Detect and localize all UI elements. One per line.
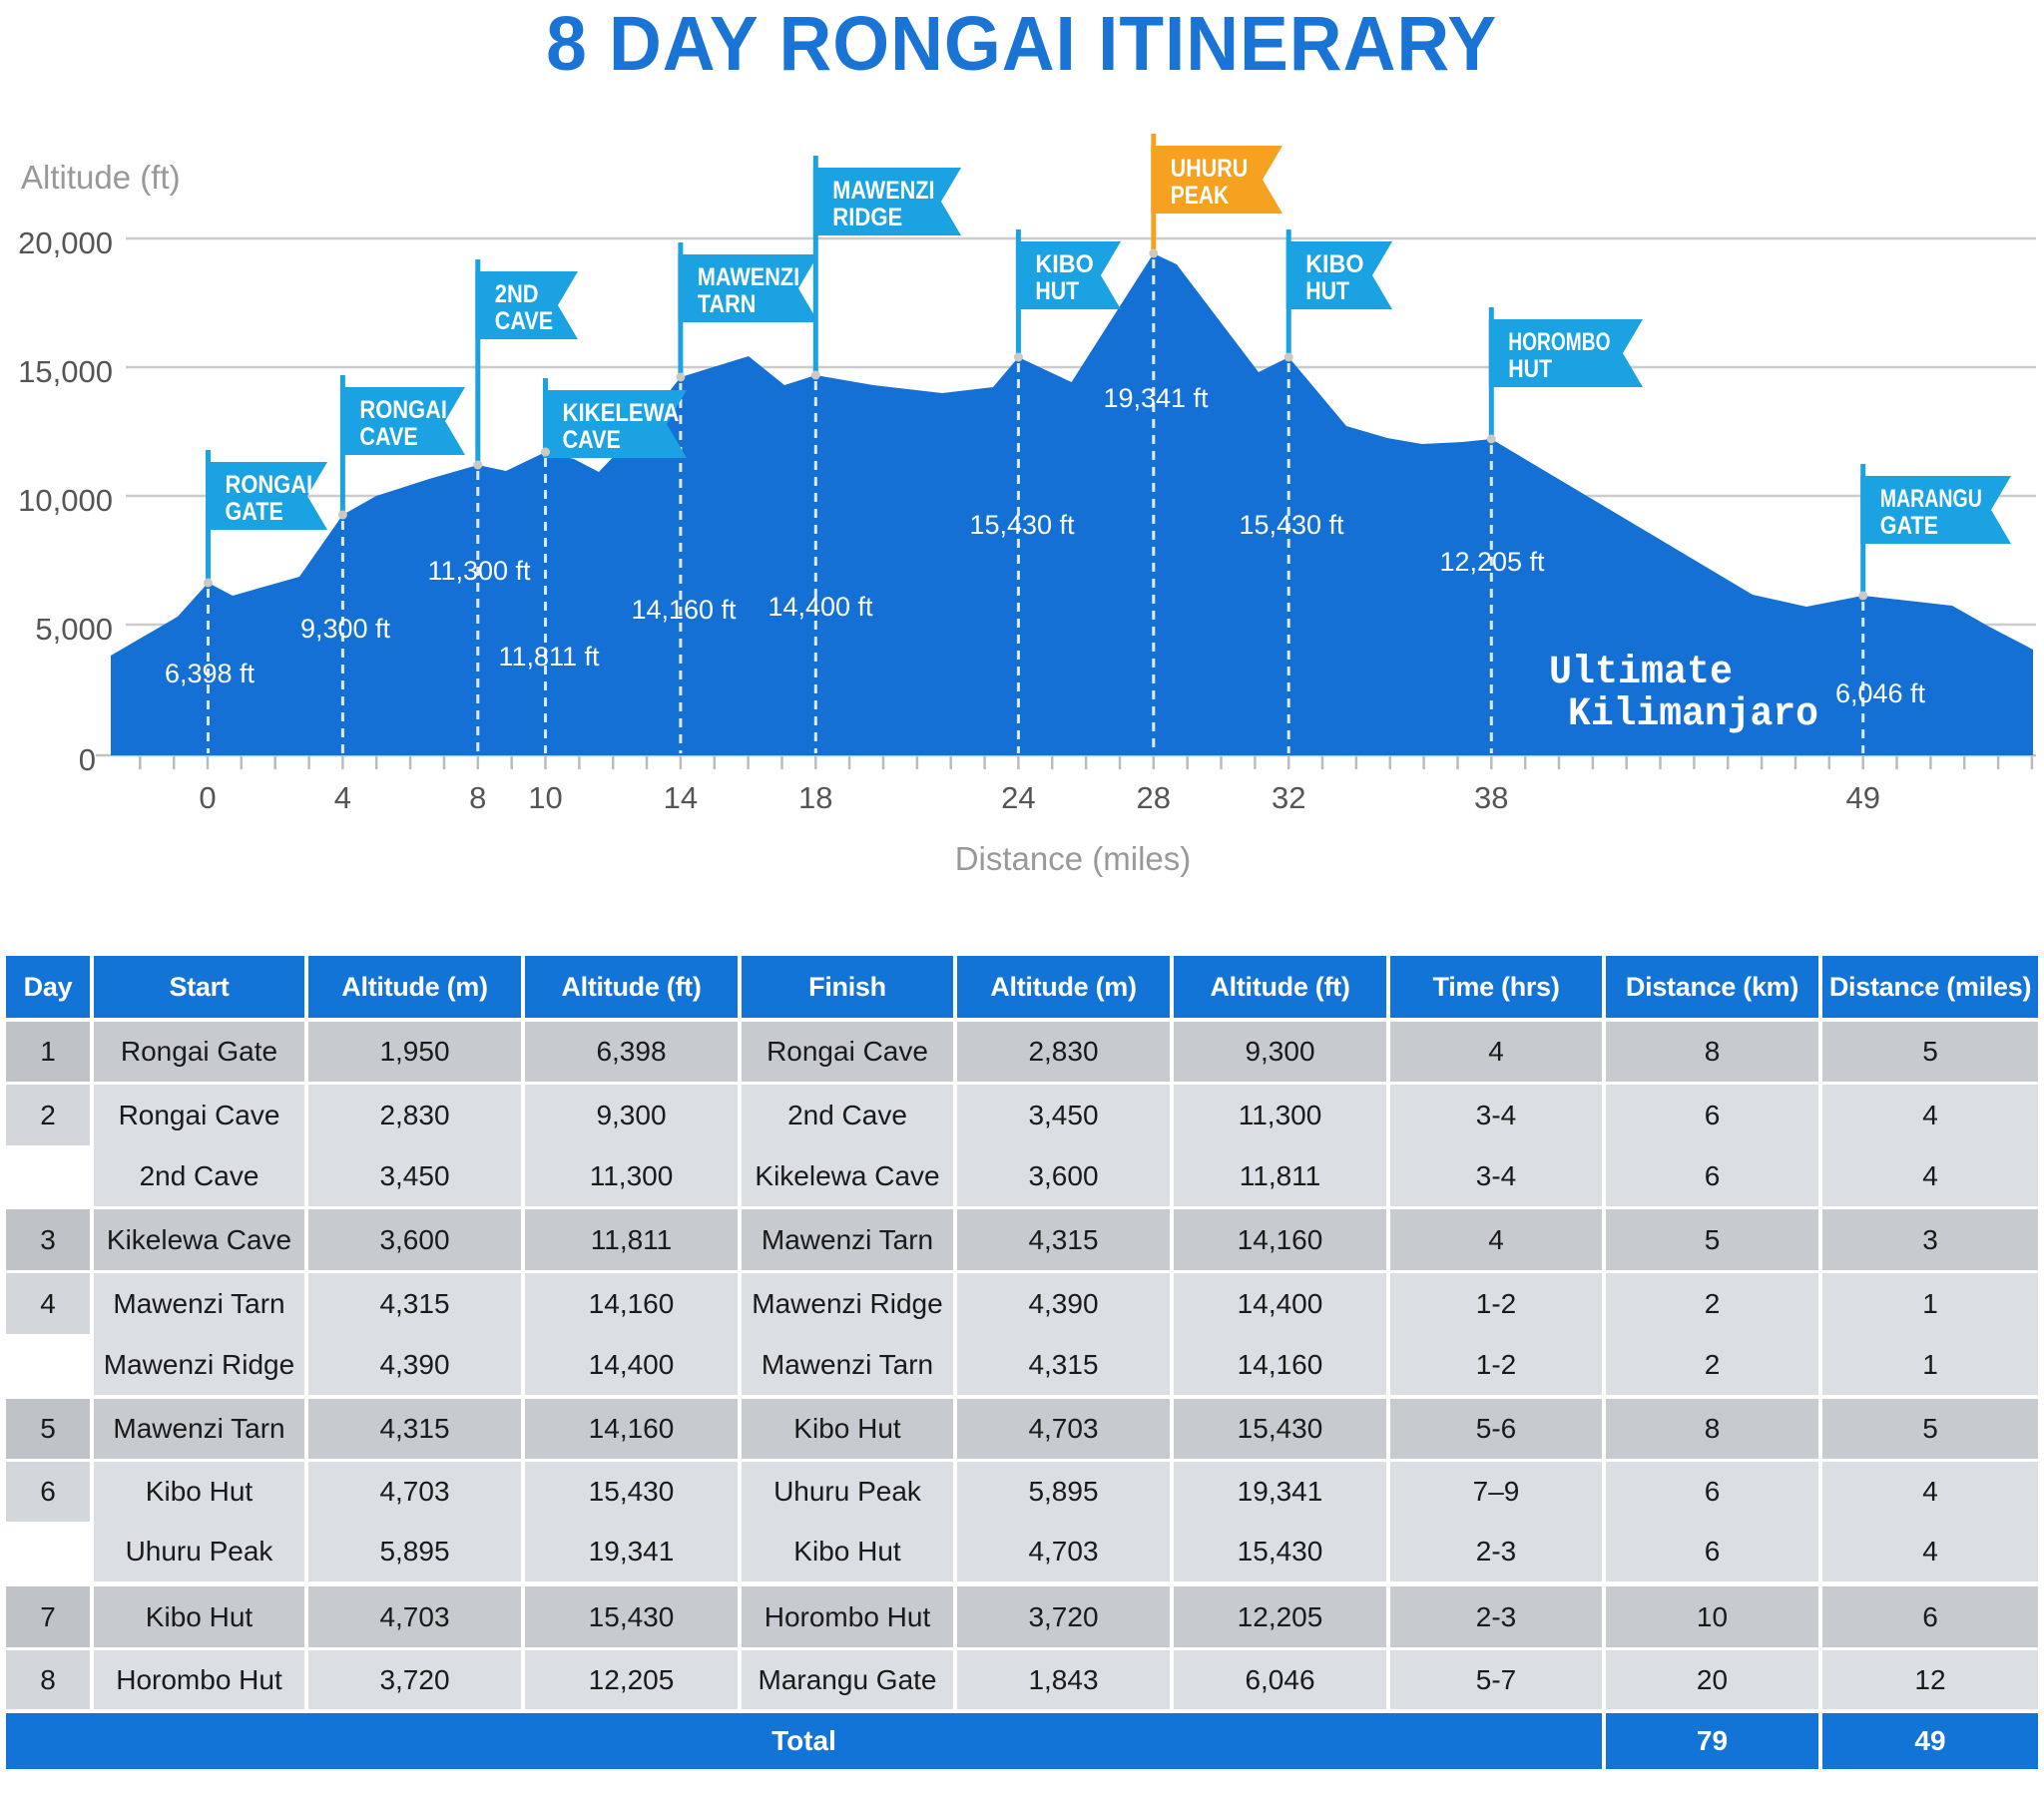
svg-text:MARANGU: MARANGU (1880, 485, 1982, 513)
svg-text:0: 0 (79, 742, 96, 777)
svg-text:Distance (miles): Distance (miles) (955, 840, 1192, 877)
svg-text:49: 49 (1845, 780, 1879, 815)
svg-text:10,000: 10,000 (18, 483, 113, 518)
svg-text:24: 24 (1001, 780, 1035, 815)
svg-text:12,205 ft: 12,205 ft (1439, 547, 1545, 577)
svg-text:RIDGE: RIDGE (832, 204, 902, 231)
svg-text:GATE: GATE (1880, 512, 1938, 540)
svg-text:32: 32 (1272, 780, 1305, 815)
svg-text:19,341 ft: 19,341 ft (1103, 383, 1209, 413)
svg-text:14,160 ft: 14,160 ft (631, 595, 737, 625)
svg-text:15,430 ft: 15,430 ft (969, 510, 1075, 540)
svg-text:15,000: 15,000 (18, 354, 113, 389)
svg-text:MAWENZI: MAWENZI (698, 263, 799, 291)
svg-text:HUT: HUT (1035, 277, 1079, 305)
svg-text:5,000: 5,000 (35, 612, 113, 647)
svg-text:Ultimate: Ultimate (1549, 651, 1733, 695)
svg-text:GATE: GATE (226, 498, 283, 526)
svg-text:KIBO: KIBO (1035, 250, 1093, 278)
svg-text:KIBO: KIBO (1305, 250, 1363, 278)
svg-text:11,300 ft: 11,300 ft (427, 556, 531, 586)
svg-text:TARN: TARN (698, 290, 756, 318)
svg-text:4: 4 (334, 780, 351, 815)
svg-text:18: 18 (798, 780, 832, 815)
svg-text:RONGAI: RONGAI (226, 471, 313, 499)
svg-text:KIKELEWA: KIKELEWA (563, 399, 680, 427)
svg-text:6,398 ft: 6,398 ft (165, 659, 256, 688)
svg-text:CAVE: CAVE (495, 307, 553, 335)
svg-text:10: 10 (528, 780, 562, 815)
svg-text:HUT: HUT (1508, 355, 1552, 383)
svg-text:15,430 ft: 15,430 ft (1239, 510, 1344, 540)
svg-text:Kilimanjaro: Kilimanjaro (1568, 692, 1818, 737)
svg-text:8: 8 (469, 780, 486, 815)
svg-text:6,046 ft: 6,046 ft (1835, 678, 1926, 708)
svg-text:20,000: 20,000 (18, 225, 113, 260)
svg-text:PEAK: PEAK (1171, 182, 1229, 210)
svg-text:UHURU: UHURU (1171, 155, 1249, 183)
svg-text:9,300 ft: 9,300 ft (300, 614, 391, 644)
svg-text:2ND: 2ND (495, 280, 539, 308)
svg-text:Altitude (ft): Altitude (ft) (21, 159, 181, 196)
svg-text:28: 28 (1137, 780, 1171, 815)
svg-text:CAVE: CAVE (359, 423, 417, 451)
svg-text:RONGAI: RONGAI (359, 396, 447, 424)
svg-text:MAWENZI: MAWENZI (832, 177, 934, 205)
svg-text:HOROMBO: HOROMBO (1508, 328, 1610, 356)
svg-text:CAVE: CAVE (563, 426, 621, 454)
svg-text:11,811 ft: 11,811 ft (498, 642, 600, 672)
svg-text:0: 0 (199, 780, 216, 815)
svg-text:HUT: HUT (1305, 277, 1349, 305)
svg-text:14,400 ft: 14,400 ft (767, 592, 873, 622)
svg-text:14: 14 (664, 780, 698, 815)
svg-text:38: 38 (1474, 780, 1508, 815)
